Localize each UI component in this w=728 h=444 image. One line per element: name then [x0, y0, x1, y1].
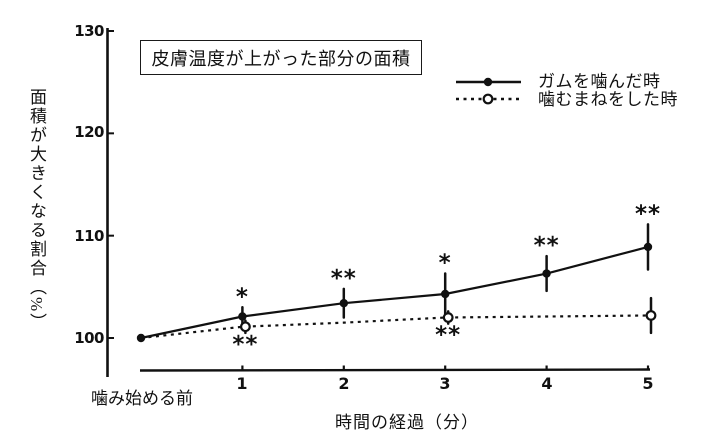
- legend-label-pretend-chewing: 噛むまねをした時: [538, 90, 678, 109]
- legend-label-gum-chewing: ガムを噛んだ時: [538, 72, 661, 91]
- x-axis-label: 時間の経過（分）: [335, 413, 479, 432]
- chart-title: 皮膚温度が上がった部分の面積: [140, 40, 422, 75]
- x-first-category-label: 噛み始める前: [91, 389, 193, 408]
- svg-text:*: *: [236, 284, 249, 310]
- svg-text:**: **: [635, 201, 661, 227]
- svg-text:**: **: [435, 323, 461, 349]
- x-tick-1: 1: [236, 374, 248, 393]
- y-tick-120: 120: [74, 123, 104, 141]
- svg-text:**: **: [534, 233, 560, 259]
- svg-text:*: *: [439, 251, 452, 277]
- x-tick-3: 3: [439, 374, 451, 393]
- y-tick-130: 130: [74, 22, 104, 40]
- y-axis-label: 面積が大きくなる割合（%）: [27, 88, 46, 333]
- x-tick-5: 5: [642, 374, 654, 393]
- y-tick-100: 100: [74, 329, 104, 347]
- y-tick-110: 110: [74, 227, 104, 245]
- x-tick-4: 4: [541, 374, 553, 393]
- x-tick-2: 2: [338, 374, 350, 393]
- svg-text:**: **: [232, 332, 258, 358]
- svg-text:**: **: [331, 266, 357, 292]
